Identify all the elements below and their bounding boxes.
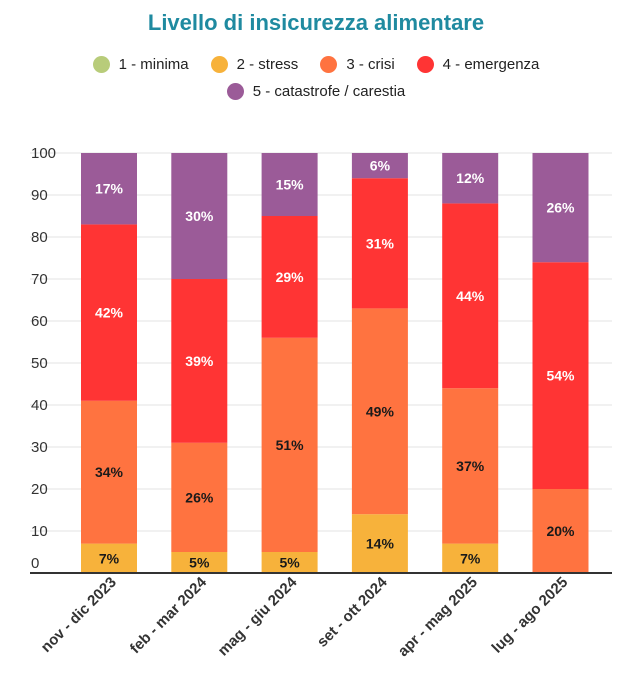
data-label: 20% xyxy=(546,523,575,539)
data-label: 51% xyxy=(276,437,305,453)
legend-swatch-minima xyxy=(92,56,110,73)
x-tick-label: nov - dic 2023 xyxy=(38,574,120,656)
bar-segment[interactable] xyxy=(171,279,228,443)
y-tick-label: 60 xyxy=(31,313,48,330)
bar-segment[interactable] xyxy=(532,262,589,489)
data-label: 6% xyxy=(370,158,391,174)
y-tick-label: 0 xyxy=(31,555,39,572)
bar-segment[interactable] xyxy=(261,153,318,216)
legend-item-stress[interactable]: 2 - stress xyxy=(210,56,299,73)
x-tick-label: lug - ago 2025 xyxy=(489,574,572,657)
legend-swatch-emergenza xyxy=(416,56,434,73)
data-label: 12% xyxy=(456,170,485,186)
data-label: 7% xyxy=(460,550,481,566)
x-tick-label: set - ott 2024 xyxy=(314,573,391,650)
data-label: 17% xyxy=(95,181,124,197)
data-label: 44% xyxy=(456,288,485,304)
legend-label-minima: 1 - minima xyxy=(118,56,189,73)
x-tick-label: feb - mar 2024 xyxy=(127,573,211,657)
bar-segment[interactable] xyxy=(442,153,499,204)
bar-segment[interactable] xyxy=(171,442,228,552)
bar-segment[interactable] xyxy=(532,489,589,573)
data-label: 39% xyxy=(185,353,214,369)
y-tick-label: 50 xyxy=(31,355,48,372)
legend-item-emergenza[interactable]: 4 - emergenza xyxy=(416,56,540,73)
y-tick-label: 90 xyxy=(31,187,48,204)
legend-item-catastrofe[interactable]: 5 - catastrofe / carestia xyxy=(226,83,406,100)
bar-segment[interactable] xyxy=(351,178,408,309)
bar-segment[interactable] xyxy=(442,203,499,389)
bar-segment[interactable] xyxy=(81,153,137,225)
bar-segment[interactable] xyxy=(171,552,228,573)
data-label: 30% xyxy=(185,208,214,224)
data-label: 54% xyxy=(546,368,575,384)
x-tick-label: apr - mag 2025 xyxy=(395,574,481,660)
legend: 1 - minima 2 - stress 3 - crisi 4 - emer… xyxy=(0,56,632,100)
data-label: 7% xyxy=(99,550,120,566)
data-label: 14% xyxy=(366,536,395,552)
data-label: 5% xyxy=(189,555,210,571)
bar-segment[interactable] xyxy=(261,552,318,573)
bar-segment[interactable] xyxy=(81,543,137,573)
data-label: 34% xyxy=(95,464,124,480)
data-label: 5% xyxy=(279,555,300,571)
data-label: 15% xyxy=(276,177,305,193)
bar-segment[interactable] xyxy=(351,153,408,179)
legend-label-emergenza: 4 - emergenza xyxy=(442,56,540,73)
bar-segment[interactable] xyxy=(261,216,318,338)
bar-segment[interactable] xyxy=(351,514,408,573)
data-label: 31% xyxy=(366,235,395,251)
y-tick-label: 10 xyxy=(31,523,48,540)
legend-label-catastrofe: 5 - catastrofe / carestia xyxy=(252,83,406,100)
data-label: 26% xyxy=(546,200,575,216)
legend-label-stress: 2 - stress xyxy=(236,56,299,73)
data-label: 29% xyxy=(276,269,305,285)
chart-title: Livello di insicurezza alimentare xyxy=(147,10,485,35)
legend-swatch-catastrofe xyxy=(226,83,244,100)
legend-item-minima[interactable]: 1 - minima xyxy=(92,56,189,73)
y-tick-label: 30 xyxy=(31,439,48,456)
legend-swatch-crisi xyxy=(320,56,338,73)
bar-segment[interactable] xyxy=(171,153,228,279)
legend-swatch-stress xyxy=(210,56,228,73)
x-tick-label: mag - giu 2024 xyxy=(215,573,301,659)
bar-segment[interactable] xyxy=(442,543,499,573)
y-tick-label: 80 xyxy=(31,229,48,246)
bar-segment[interactable] xyxy=(81,400,137,544)
legend-item-crisi[interactable]: 3 - crisi xyxy=(320,56,395,73)
bar-segment[interactable] xyxy=(261,337,318,552)
data-label: 49% xyxy=(366,403,395,419)
data-label: 37% xyxy=(456,458,485,474)
bar-segment[interactable] xyxy=(351,308,408,515)
bar-segment[interactable] xyxy=(532,153,589,263)
y-tick-label: 70 xyxy=(31,271,48,288)
y-tick-label: 20 xyxy=(31,481,48,498)
bar-segment[interactable] xyxy=(81,224,137,401)
y-tick-label: 40 xyxy=(31,397,48,414)
data-label: 26% xyxy=(185,489,214,505)
y-tick-label: 100 xyxy=(31,145,56,162)
bar-segment[interactable] xyxy=(442,388,499,544)
data-label: 42% xyxy=(95,305,124,321)
legend-label-crisi: 3 - crisi xyxy=(346,56,395,73)
